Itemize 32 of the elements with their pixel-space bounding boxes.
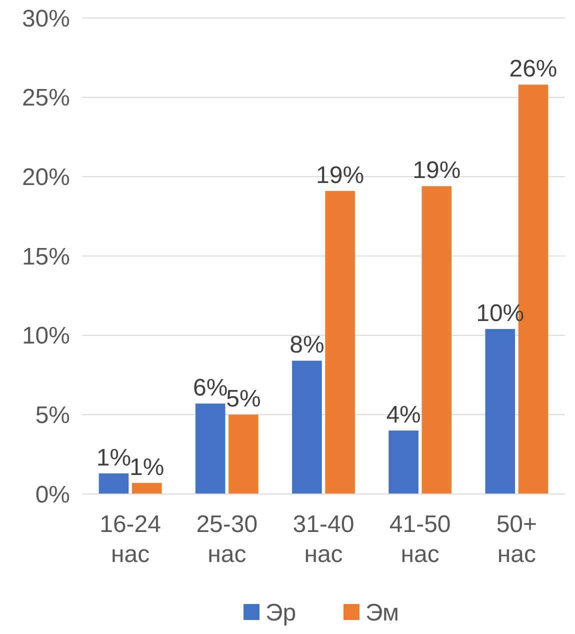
data-label: 1% [96,444,132,472]
x-tick-label: 16-24 нас [100,511,161,568]
data-label: 5% [226,386,261,413]
y-tick-label: 15% [22,243,70,270]
x-tick-label: 41-50 нас [389,511,451,568]
y-tick-label: 30% [22,5,70,32]
data-label: 19% [316,162,364,189]
x-tick-label: 31-40 нас [292,511,354,568]
data-label: 6% [192,374,228,402]
bar [485,328,516,494]
data-label: 4% [386,402,421,429]
data-label: 8% [290,332,324,359]
y-tick-label: 5% [35,402,70,430]
bar [228,414,258,494]
bar [388,430,418,494]
data-label: 26% [509,56,558,83]
x-tick-label: 25-30 нас [196,511,258,568]
bar [132,482,162,494]
y-tick-label: 25% [22,84,70,112]
bar [422,186,452,494]
data-label: 1% [130,454,164,481]
y-tick-label: 0% [35,481,70,508]
y-tick-label: 10% [22,322,70,350]
legend-label: Эр [266,599,296,626]
bar [325,190,355,494]
x-tick-label: 50+ нас [496,511,538,568]
y-tick-label: 20% [22,164,70,192]
bar [98,473,129,494]
legend-label: Эм [366,599,399,626]
bar [292,360,322,494]
data-label: 19% [412,157,461,184]
bar [195,404,226,494]
